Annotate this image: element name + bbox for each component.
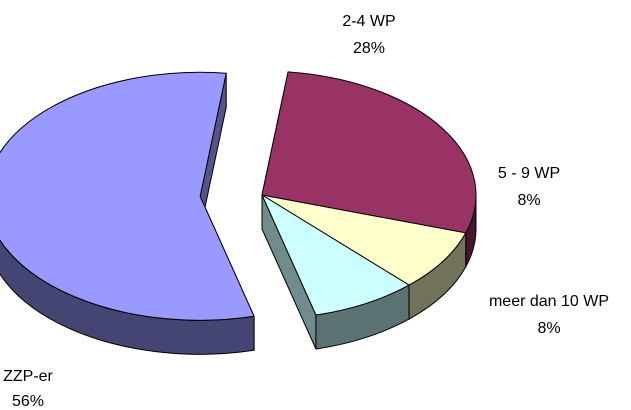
- slice-2-4-wp: [261, 71, 477, 234]
- slice-value-meer-dan-10-wp: 8%: [537, 320, 560, 337]
- slice-label-meer-dan-10-wp: meer dan 10 WP: [489, 293, 609, 310]
- slice-label-zzp-er: ZZP-er: [3, 368, 53, 385]
- slice-label-5-9-wp: 5 - 9 WP: [498, 165, 560, 182]
- slice-5-9-wp: [261, 194, 467, 286]
- slice-value-zzp-er: 56%: [12, 393, 44, 410]
- slice-label-2-4-wp: 2-4 WP: [342, 13, 395, 30]
- slice-zzp-er: [0, 71, 255, 321]
- slice-meer-dan-10-wp: [261, 194, 410, 316]
- slice-value-2-4-wp: 28%: [353, 40, 385, 57]
- pie-tops: [0, 71, 477, 321]
- slice-value-5-9-wp: 8%: [517, 192, 540, 209]
